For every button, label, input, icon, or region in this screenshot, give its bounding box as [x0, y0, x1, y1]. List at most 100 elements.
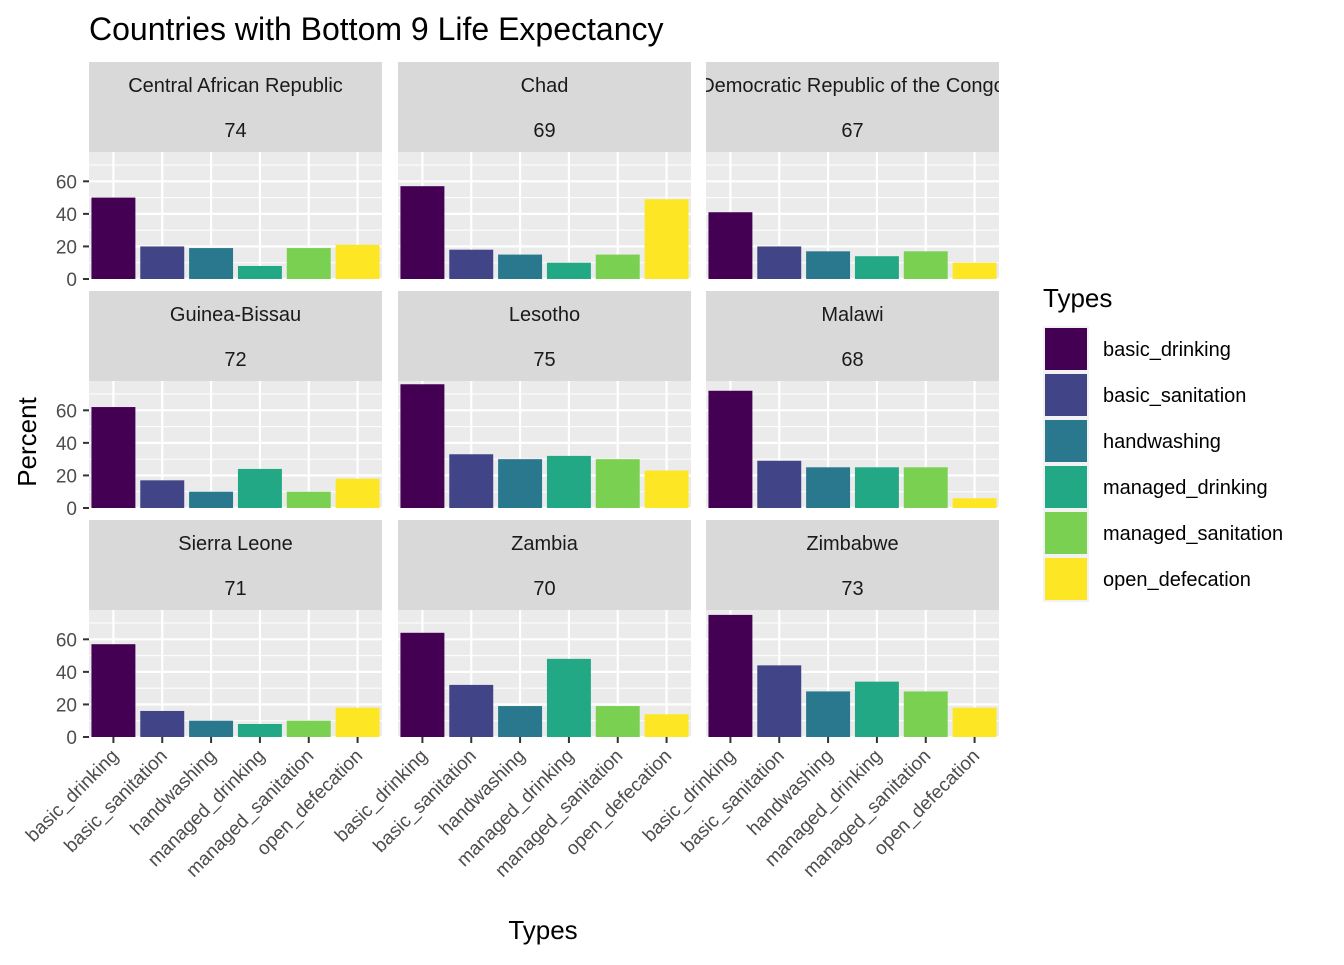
bar-handwashing — [806, 251, 851, 279]
y-tick-label: 60 — [56, 630, 77, 651]
y-tick-label: 60 — [56, 401, 77, 422]
facet-panel: Zambia70basic_drinkingbasic_sanitationha… — [331, 520, 691, 882]
facet-panel: Chad 69 — [398, 62, 691, 281]
x-axis-title: Types — [508, 915, 577, 945]
facet-panel: Guinea-Bissau 72 0 20 40 60 — [56, 291, 382, 520]
bar-managed_sanitation — [903, 691, 948, 737]
facet-strip — [706, 520, 999, 610]
y-tick-label: 20 — [56, 237, 77, 258]
bar-basic_drinking — [91, 407, 136, 508]
facet-country-label: Central African Republic — [128, 75, 343, 97]
bar-basic_drinking — [708, 212, 753, 279]
bar-basic_sanitation — [757, 665, 802, 737]
bar-managed_drinking — [237, 265, 282, 279]
y-tick-label: 0 — [66, 270, 77, 291]
facet-strip — [89, 291, 382, 381]
y-tick-label: 20 — [56, 466, 77, 487]
facet-strip — [398, 520, 691, 610]
legend-swatch — [1045, 512, 1087, 554]
legend: Types basic_drinking basic_sanitationhand… — [1043, 283, 1283, 602]
bar-basic_drinking — [91, 644, 136, 737]
plot-background — [89, 152, 382, 279]
legend-label: open_defecation — [1103, 569, 1251, 591]
facet-panel: Sierra Leone710204060basic_drinkingbasic… — [22, 520, 382, 882]
y-tick-label: 40 — [56, 663, 77, 684]
y-axis-title: Percent — [12, 396, 42, 486]
bar-managed_sanitation — [595, 706, 640, 737]
y-tick-label: 0 — [66, 728, 77, 749]
bar-handwashing — [806, 467, 851, 508]
bar-open_defecation — [952, 498, 997, 508]
facet-panel: Democratic Republic of the Congo 67 — [700, 62, 1005, 281]
facet-panel: Central African Republic 74 0 20 40 60 — [56, 62, 382, 291]
facet-strip — [706, 62, 999, 152]
bar-basic_drinking — [400, 632, 445, 737]
bar-basic_sanitation — [449, 684, 494, 737]
legend-label: managed_sanitation — [1103, 523, 1283, 545]
bar-managed_sanitation — [595, 254, 640, 279]
facet-strip — [398, 62, 691, 152]
plot-background — [706, 381, 999, 508]
legend-label: basic_sanitation — [1103, 385, 1246, 407]
bar-open_defecation — [335, 478, 380, 508]
facet-value-label: 67 — [841, 120, 863, 142]
facet-value-label: 71 — [224, 578, 246, 600]
plot-background — [398, 381, 691, 508]
bar-managed_drinking — [237, 723, 282, 737]
bar-basic_sanitation — [449, 249, 494, 279]
facet-country-label: Guinea-Bissau — [170, 304, 301, 326]
bar-basic_drinking — [400, 384, 445, 508]
facet-country-label: Zimbabwe — [806, 533, 898, 555]
bar-basic_drinking — [91, 197, 136, 279]
facet-value-label: 68 — [841, 349, 863, 371]
bar-open_defecation — [644, 714, 689, 737]
bar-basic_sanitation — [140, 710, 185, 737]
bar-open_defecation — [952, 262, 997, 279]
bar-managed_sanitation — [903, 251, 948, 279]
facet-value-label: 72 — [224, 349, 246, 371]
plot-background — [89, 381, 382, 508]
facet-panel: Lesotho 75 — [398, 291, 691, 510]
bar-managed_sanitation — [595, 459, 640, 508]
bar-basic_drinking — [708, 390, 753, 508]
bar-managed_drinking — [546, 455, 591, 508]
legend-title: Types — [1043, 283, 1112, 313]
plot-background — [706, 152, 999, 279]
facet-country-label: Chad — [521, 75, 569, 97]
bar-handwashing — [189, 248, 234, 279]
legend-label: basic_drinking — [1103, 339, 1231, 361]
facet-country-label: Democratic Republic of the Congo — [700, 75, 1005, 97]
facet-value-label: 73 — [841, 578, 863, 600]
plot-background — [89, 610, 382, 737]
facet-strip — [706, 291, 999, 381]
bar-handwashing — [498, 254, 543, 279]
facet-strip — [89, 520, 382, 610]
facet-panels: Central African Republic 74 0 20 40 60 Chad 69 D… — [22, 62, 1005, 882]
y-tick-label: 40 — [56, 434, 77, 455]
legend-swatch — [1045, 328, 1087, 370]
y-tick-label: 40 — [56, 205, 77, 226]
bar-open_defecation — [335, 244, 380, 279]
plot-background — [398, 610, 691, 737]
bar-open_defecation — [644, 199, 689, 279]
legend-label: managed_drinking — [1103, 477, 1268, 499]
facet-strip — [398, 291, 691, 381]
facet-country-label: Malawi — [821, 304, 883, 326]
facet-panel: Malawi 68 — [706, 291, 999, 510]
facet-panel: Zimbabwe73basic_drinkingbasic_sanitation… — [639, 520, 999, 882]
facet-country-label: Lesotho — [509, 304, 580, 326]
bar-managed_sanitation — [286, 720, 331, 737]
legend-swatch — [1045, 374, 1087, 416]
bar-managed_sanitation — [286, 248, 331, 279]
bar-basic_drinking — [708, 614, 753, 737]
bar-managed_drinking — [854, 256, 899, 279]
facet-country-label: Sierra Leone — [178, 533, 293, 555]
bar-basic_sanitation — [449, 454, 494, 508]
bar-managed_drinking — [546, 658, 591, 737]
facet-value-label: 69 — [533, 120, 555, 142]
bar-basic_drinking — [400, 186, 445, 279]
bar-basic_sanitation — [140, 246, 185, 279]
facet-value-label: 74 — [224, 120, 246, 142]
